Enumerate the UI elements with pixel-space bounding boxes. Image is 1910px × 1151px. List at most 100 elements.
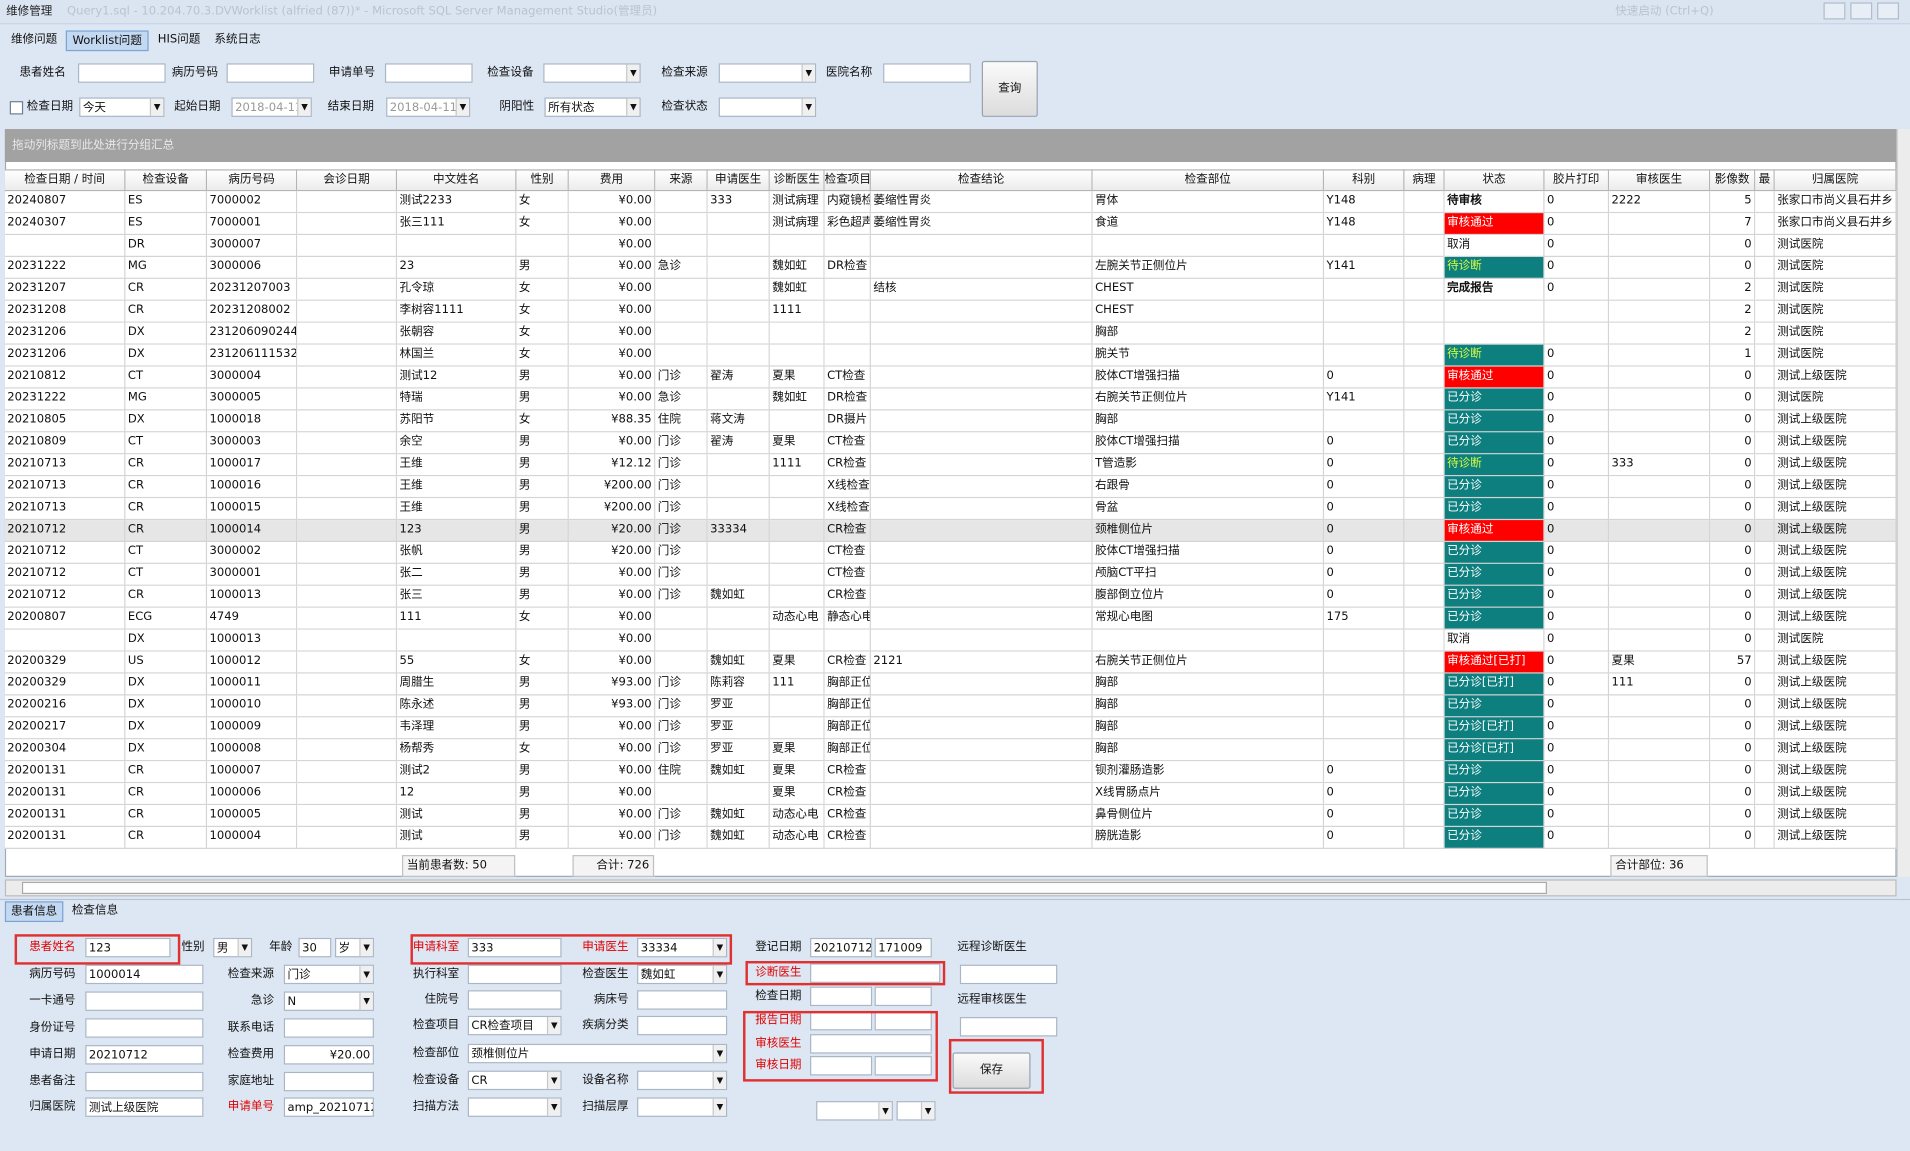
grid-cell[interactable]	[1755, 498, 1775, 521]
grid-cell[interactable]: ¥0.00	[568, 585, 656, 608]
status-cell[interactable]: 已分诊[已打]	[1444, 739, 1545, 762]
grid-cell[interactable]	[297, 278, 398, 301]
column-header[interactable]: 申请医生	[707, 169, 770, 192]
grid-cell[interactable]: CR检查	[824, 783, 871, 806]
grid-cell[interactable]: 1111	[769, 300, 825, 323]
grid-cell[interactable]	[824, 322, 871, 345]
grid-cell[interactable]	[655, 213, 708, 236]
grid-cell[interactable]	[297, 235, 398, 257]
grid-cell[interactable]: 蒋文涛	[707, 410, 770, 433]
grid-cell[interactable]: 0	[1544, 410, 1610, 433]
grid-cell[interactable]: 住院	[655, 410, 708, 433]
grid-cell[interactable]: ¥0.00	[568, 191, 656, 214]
grid-cell[interactable]	[297, 454, 398, 477]
grid-cell[interactable]: 0	[1710, 717, 1756, 740]
grid-cell[interactable]	[1404, 322, 1445, 345]
grid-cell[interactable]: ¥0.00	[568, 432, 656, 455]
grid-cell[interactable]	[1755, 278, 1775, 301]
form-input[interactable]	[637, 1015, 728, 1036]
form-input[interactable]: 1000014	[85, 964, 204, 985]
panel-tab[interactable]: 检查信息	[71, 903, 119, 918]
grid-cell[interactable]	[870, 783, 1093, 806]
grid-cell[interactable]: 腹部倒立位片	[1092, 585, 1325, 608]
grid-cell[interactable]: 0	[1544, 213, 1610, 236]
grid-cell[interactable]: 门诊	[655, 520, 708, 543]
grid-cell[interactable]	[870, 542, 1093, 564]
grid-cell[interactable]: 0	[1710, 629, 1756, 652]
grid-cell[interactable]	[297, 213, 398, 236]
grid-cell[interactable]	[1404, 278, 1445, 301]
grid-cell[interactable]: 女	[516, 739, 569, 762]
grid-cell[interactable]: 胸部	[1092, 322, 1325, 345]
filter-input[interactable]	[77, 63, 166, 83]
grid-cell[interactable]: 钡剂灌肠造影	[1092, 761, 1325, 784]
grid-cell[interactable]: 20210713	[4, 476, 126, 499]
grid-cell[interactable]: 陈莉容	[707, 673, 770, 696]
grid-cell[interactable]: 王维	[397, 476, 517, 499]
grid-cell[interactable]	[1404, 827, 1445, 849]
grid-cell[interactable]: ¥0.00	[568, 651, 656, 674]
grid-cell[interactable]: 测试上级医院	[1774, 585, 1897, 608]
filter-input[interactable]	[384, 63, 473, 83]
form-input[interactable]	[959, 964, 1058, 985]
grid-cell[interactable]: 测试医院	[1774, 278, 1897, 301]
grid-cell[interactable]	[1404, 542, 1445, 564]
grid-cell[interactable]: CR检查	[824, 651, 871, 674]
grid-cell[interactable]: 0	[1324, 827, 1405, 849]
grid-cell[interactable]	[1609, 607, 1711, 630]
grid-cell[interactable]: DR检查	[824, 256, 871, 279]
grid-cell[interactable]: 胶体CT增强扫描	[1092, 366, 1325, 389]
grid-cell[interactable]: ¥0.00	[568, 607, 656, 630]
grid-cell[interactable]: CHEST	[1092, 278, 1325, 301]
grid-cell[interactable]: 2222	[1609, 191, 1711, 214]
grid-cell[interactable]: 男	[516, 432, 569, 455]
grid-cell[interactable]: 李树容1111	[397, 300, 517, 323]
grid-cell[interactable]: 右腕关节正侧位片	[1092, 388, 1325, 411]
grid-cell[interactable]: ¥0.00	[568, 827, 656, 849]
grid-cell[interactable]	[1609, 476, 1711, 499]
form-input[interactable]: 333	[467, 937, 562, 958]
grid-cell[interactable]: 0	[1544, 673, 1610, 696]
grid-cell[interactable]	[297, 827, 398, 849]
grid-cell[interactable]	[4, 629, 126, 652]
grid-cell[interactable]: 门诊	[655, 454, 708, 477]
grid-cell[interactable]: 林国兰	[397, 344, 517, 367]
grid-cell[interactable]	[707, 388, 770, 411]
grid-cell[interactable]: 0	[1710, 366, 1756, 389]
column-header[interactable]: 诊断医生	[769, 169, 825, 192]
tab[interactable]: 系统日志	[214, 32, 261, 47]
grid-cell[interactable]: 0	[1544, 278, 1610, 301]
grid-cell[interactable]: ¥0.00	[568, 213, 656, 236]
status-cell[interactable]: 已分诊	[1444, 607, 1545, 630]
grid-cell[interactable]	[1404, 410, 1445, 433]
column-header[interactable]: 最	[1755, 169, 1775, 192]
form-input[interactable]	[810, 986, 873, 1007]
grid-cell[interactable]: 陈永述	[397, 695, 517, 718]
grid-cell[interactable]: 内窥镜检	[824, 191, 871, 214]
grid-cell[interactable]: CR	[125, 498, 208, 521]
grid-cell[interactable]: ¥0.00	[568, 629, 656, 652]
form-input[interactable]	[85, 1018, 204, 1038]
grid-cell[interactable]: 0	[1710, 542, 1756, 564]
grid-cell[interactable]: 1000013	[207, 629, 298, 652]
grid-cell[interactable]: 0	[1710, 563, 1756, 586]
form-input[interactable]: 20210712	[85, 1045, 204, 1065]
grid-cell[interactable]	[1404, 213, 1445, 236]
grid-cell[interactable]	[1755, 454, 1775, 477]
grid-cell[interactable]	[1404, 432, 1445, 455]
grid-cell[interactable]: 门诊	[655, 695, 708, 718]
grid-cell[interactable]: 1000008	[207, 739, 298, 762]
grid-cell[interactable]: 急诊	[655, 388, 708, 411]
grid-cell[interactable]: 门诊	[655, 498, 708, 521]
grid-cell[interactable]: 女	[516, 344, 569, 367]
status-cell[interactable]: 已分诊	[1444, 388, 1545, 411]
grid-cell[interactable]: 罗亚	[707, 695, 770, 718]
tab[interactable]: HIS问题	[157, 32, 201, 47]
grid-cell[interactable]	[1544, 300, 1610, 323]
form-input[interactable]	[467, 990, 562, 1010]
status-cell[interactable]: 已分诊[已打]	[1444, 673, 1545, 696]
grid-cell[interactable]	[870, 454, 1093, 477]
form-input[interactable]	[637, 990, 728, 1010]
grid-cell[interactable]: 测试医院	[1774, 388, 1897, 411]
grid-cell[interactable]: ¥0.00	[568, 761, 656, 784]
